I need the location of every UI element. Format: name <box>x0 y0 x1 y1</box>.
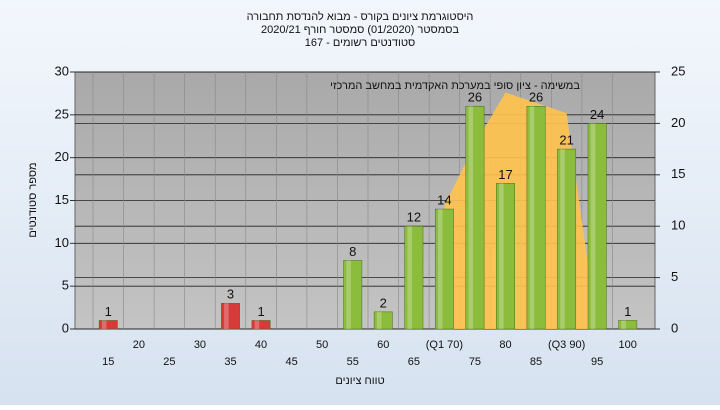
y-tick-label: 15 <box>55 192 69 207</box>
bar <box>343 260 363 330</box>
x-tick-label: 45 <box>285 356 297 368</box>
x-tick-label: 100 <box>619 339 637 351</box>
data-label: 3 <box>227 287 234 302</box>
chart-subtitle: בסמסטר (01/2020) סמסטר חורף 2020/21 <box>261 24 459 36</box>
bar <box>587 123 607 330</box>
y2-tick-label: 5 <box>671 269 678 284</box>
bar <box>221 303 240 330</box>
bar <box>557 148 577 330</box>
y-tick-label: 20 <box>55 149 69 164</box>
data-label: 1 <box>257 304 264 319</box>
bar-highlight <box>437 209 443 329</box>
y-axis-label: מספר סטודנטים <box>27 162 39 237</box>
chart-subtitle: סטודנטים רשומים - 167 <box>305 37 416 49</box>
x-tick-label: 55 <box>347 356 359 368</box>
y2-tick-label: 20 <box>671 115 685 130</box>
data-label: 2 <box>380 295 387 310</box>
x-tick-label: 95 <box>591 356 603 368</box>
bar-highlight <box>621 320 626 329</box>
bar-highlight <box>376 311 382 329</box>
annotation: במשימה - ציון סופי במערכת האקדמית במחשב … <box>330 80 580 92</box>
bar <box>434 208 454 330</box>
bar <box>251 320 271 330</box>
x-tick-label: (Q3 90) <box>548 339 585 351</box>
y-tick-label: 30 <box>55 63 69 78</box>
y-tick-label: 5 <box>62 278 69 293</box>
y2-tick-label: 10 <box>671 218 685 233</box>
x-tick-label: 40 <box>255 339 267 351</box>
x-tick-label: (Q1 70) <box>426 339 463 351</box>
bar-highlight <box>101 320 107 329</box>
x-tick-label: 25 <box>163 356 175 368</box>
bar-layer: 1 3 1 8 2 12 14 26 17 26 21 24 1 <box>98 90 638 330</box>
data-label: 26 <box>529 90 543 105</box>
chart-title: היסטוגרמת ציונים בקורס - מבוא להנדסת תחב… <box>247 10 474 23</box>
data-label: 26 <box>468 90 482 105</box>
data-label: 8 <box>349 244 356 259</box>
data-label: 12 <box>407 210 421 225</box>
bar <box>404 225 424 330</box>
bar <box>496 183 515 330</box>
data-label: 21 <box>559 133 573 148</box>
bar <box>373 311 393 330</box>
x-tick-label: 60 <box>377 339 389 351</box>
bar-highlight <box>254 320 260 329</box>
x-tick-label: 80 <box>499 339 511 351</box>
x-tick-label: 85 <box>530 356 542 368</box>
x-tick-label: 75 <box>469 356 481 368</box>
x-tick-label: 20 <box>133 339 145 351</box>
bar <box>465 106 485 330</box>
bar <box>526 106 546 330</box>
bar-highlight <box>529 106 535 330</box>
bar-highlight <box>590 123 596 330</box>
x-tick-label: 15 <box>102 356 114 368</box>
bar-highlight <box>346 260 351 329</box>
data-label: 1 <box>624 304 631 319</box>
bar-highlight <box>560 149 565 329</box>
x-tick-label: 35 <box>224 356 236 368</box>
bar <box>618 320 638 330</box>
data-label: 14 <box>437 193 451 208</box>
y2-tick-label: 15 <box>671 166 685 181</box>
x-tick-label: 50 <box>316 339 328 351</box>
data-label: 24 <box>590 107 604 122</box>
bar-highlight <box>407 226 412 329</box>
y-tick-label: 10 <box>55 235 69 250</box>
y-tick-label: 0 <box>62 320 69 335</box>
y2-tick-label: 25 <box>671 63 685 78</box>
data-label: 1 <box>105 304 112 319</box>
bar <box>98 320 118 330</box>
bar-highlight <box>224 303 229 329</box>
bar-highlight <box>499 183 504 329</box>
bar-highlight <box>468 106 474 330</box>
y2-tick-label: 0 <box>671 320 678 335</box>
x-tick-label: 65 <box>408 356 420 368</box>
data-label: 17 <box>498 167 512 182</box>
x-tick-label: 30 <box>194 339 206 351</box>
y-tick-label: 25 <box>55 106 69 121</box>
x-axis-label: טווח ציונים <box>335 375 384 387</box>
